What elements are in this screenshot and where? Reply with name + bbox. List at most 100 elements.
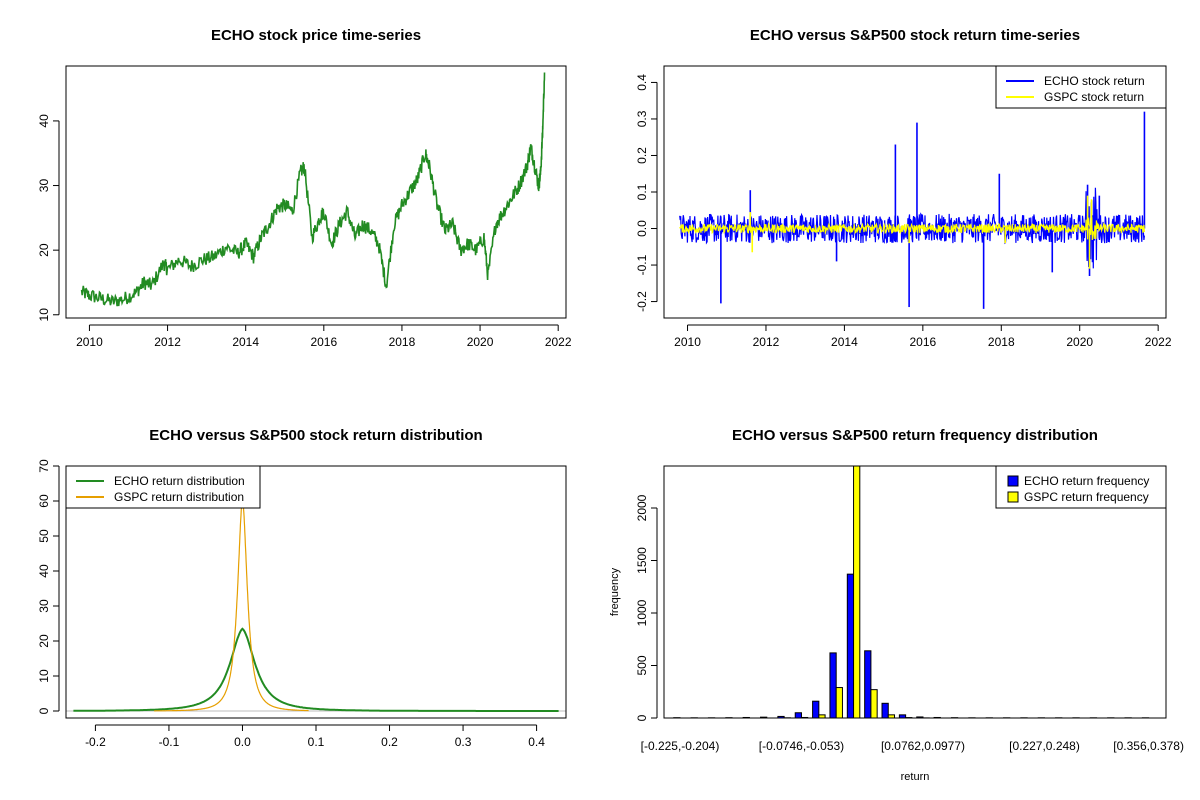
x-tick-label: 2018 (988, 335, 1015, 349)
legend-entry: GSPC return distribution (114, 490, 244, 504)
y-tick-label: 30 (37, 179, 51, 193)
y-tick-label: 30 (37, 599, 51, 613)
legend-box (995, 65, 1167, 109)
y-tick-label: 0 (635, 714, 649, 721)
x-tick-label: [0.227,0.248) (1009, 739, 1080, 753)
x-axis: 2010 2012 2014 2016 2018 2020 2022 (76, 324, 572, 349)
legend: ECHO return frequency GSPC return frequen… (995, 465, 1167, 509)
y-tick-label: 20 (37, 634, 51, 648)
y-tick-label: 40 (37, 114, 51, 128)
plot-area (673, 466, 1156, 718)
y-tick-label: 0.0 (635, 220, 649, 237)
x-tick-label: 2016 (909, 335, 936, 349)
x-tick-label: 2020 (467, 335, 494, 349)
x-tick-label: 2020 (1066, 335, 1093, 349)
y-tick-label: 0.3 (635, 110, 649, 127)
legend: ECHO stock return GSPC stock return (995, 65, 1167, 109)
bar-echo (846, 573, 855, 718)
plot-frame (663, 465, 1167, 719)
y-tick-label: 10 (37, 669, 51, 683)
y-tick-label: 1000 (635, 599, 649, 626)
chart-title: ECHO versus S&P500 stock return time-ser… (750, 27, 1080, 44)
x-tick-label: 0.1 (308, 735, 325, 749)
chart-title: ECHO versus S&P500 return frequency dist… (732, 427, 1098, 444)
legend-entry: GSPC stock return (1044, 90, 1144, 104)
x-tick-label: [-0.225,-0.204) (641, 739, 720, 753)
x-axis: -0.2 -0.1 0.0 0.1 0.2 0.3 0.4 (85, 724, 545, 749)
chart-density: ECHO versus S&P500 stock return distribu… (37, 427, 567, 749)
x-tick-label: 2022 (545, 335, 572, 349)
x-tick-label: 2010 (674, 335, 701, 349)
x-tick-label: 2022 (1145, 335, 1172, 349)
y-axis-label: frequency (609, 567, 621, 616)
x-tick-label: 2012 (154, 335, 181, 349)
legend-box (65, 465, 261, 509)
legend-swatch (1007, 491, 1019, 503)
x-tick-label: [0.356,0.378) (1113, 739, 1184, 753)
legend-entry: ECHO return frequency (1024, 474, 1149, 488)
y-tick-label: 20 (37, 243, 51, 257)
return-line-gspc (679, 216, 1145, 241)
y-tick-label: -0.1 (635, 254, 649, 275)
x-tick-label: 0.0 (234, 735, 251, 749)
x-tick-label: 2016 (310, 335, 337, 349)
x-tick-label: 2014 (232, 335, 259, 349)
bar-echo (794, 712, 802, 718)
price-line (80, 72, 546, 307)
plot-frame (65, 465, 567, 719)
y-tick-label: 70 (37, 459, 51, 473)
y-axis: 0 500 1000 1500 2000 (635, 494, 658, 721)
x-tick-label: [-0.0746,-0.053) (759, 739, 844, 753)
return-line-echo (679, 187, 1145, 269)
y-tick-label: 60 (37, 494, 51, 508)
x-tick-label: 2018 (389, 335, 416, 349)
y-tick-label: 40 (37, 564, 51, 578)
density-line-gspc (154, 497, 309, 712)
plot-area (80, 72, 546, 307)
y-tick-label: -0.2 (635, 291, 649, 312)
x-tick-label: 0.3 (455, 735, 472, 749)
y-tick-label: 500 (635, 655, 649, 675)
bar-echo (864, 650, 872, 718)
x-tick-label: [0.0762,0.0977) (881, 739, 965, 753)
plot-area (679, 111, 1146, 309)
bar-gspc (853, 466, 861, 718)
chart-frequency: ECHO versus S&P500 return frequency dist… (609, 427, 1184, 783)
x-tick-label: 2014 (831, 335, 858, 349)
x-tick-label: 2012 (753, 335, 780, 349)
x-tick-label: 2010 (76, 335, 103, 349)
plot-frame (663, 65, 1167, 319)
x-tick-label: -0.2 (85, 735, 106, 749)
chart-title: ECHO stock price time-series (211, 27, 421, 44)
chart-returns: ECHO versus S&P500 stock return time-ser… (635, 27, 1172, 349)
y-tick-label: 1500 (635, 547, 649, 574)
plot-frame (65, 65, 567, 319)
y-tick-label: 2000 (635, 494, 649, 521)
y-tick-label: 0.4 (635, 74, 649, 91)
chart-title: ECHO versus S&P500 stock return distribu… (149, 427, 482, 444)
y-tick-label: 0.1 (635, 183, 649, 200)
y-axis: -0.2 -0.1 0.0 0.1 0.2 0.3 0.4 (635, 74, 658, 312)
x-axis-label: return (901, 771, 930, 783)
y-axis: 0 10 20 30 40 50 60 70 (37, 459, 60, 714)
density-line-echo (73, 627, 559, 712)
legend: ECHO return distribution GSPC return dist… (65, 465, 261, 509)
y-axis: 10 20 30 40 (37, 114, 60, 322)
bar-gspc (870, 689, 878, 718)
legend-entry: ECHO stock return (1044, 74, 1145, 88)
bar-echo (812, 700, 820, 718)
y-tick-label: 10 (37, 308, 51, 322)
y-tick-label: 0.2 (635, 147, 649, 164)
x-axis: [-0.225,-0.204) [-0.0746,-0.053) [0.0762,0… (641, 739, 1184, 753)
x-tick-label: -0.1 (159, 735, 180, 749)
bar-echo (881, 702, 889, 718)
y-tick-label: 0 (37, 707, 51, 714)
y-tick-label: 50 (37, 529, 51, 543)
x-axis: 2010 2012 2014 2016 2018 2020 2022 (674, 324, 1172, 349)
plot-area (66, 497, 566, 712)
legend-box (995, 465, 1167, 509)
legend-swatch (1007, 475, 1019, 487)
x-tick-label: 0.2 (381, 735, 398, 749)
legend-entry: ECHO return distribution (114, 474, 245, 488)
